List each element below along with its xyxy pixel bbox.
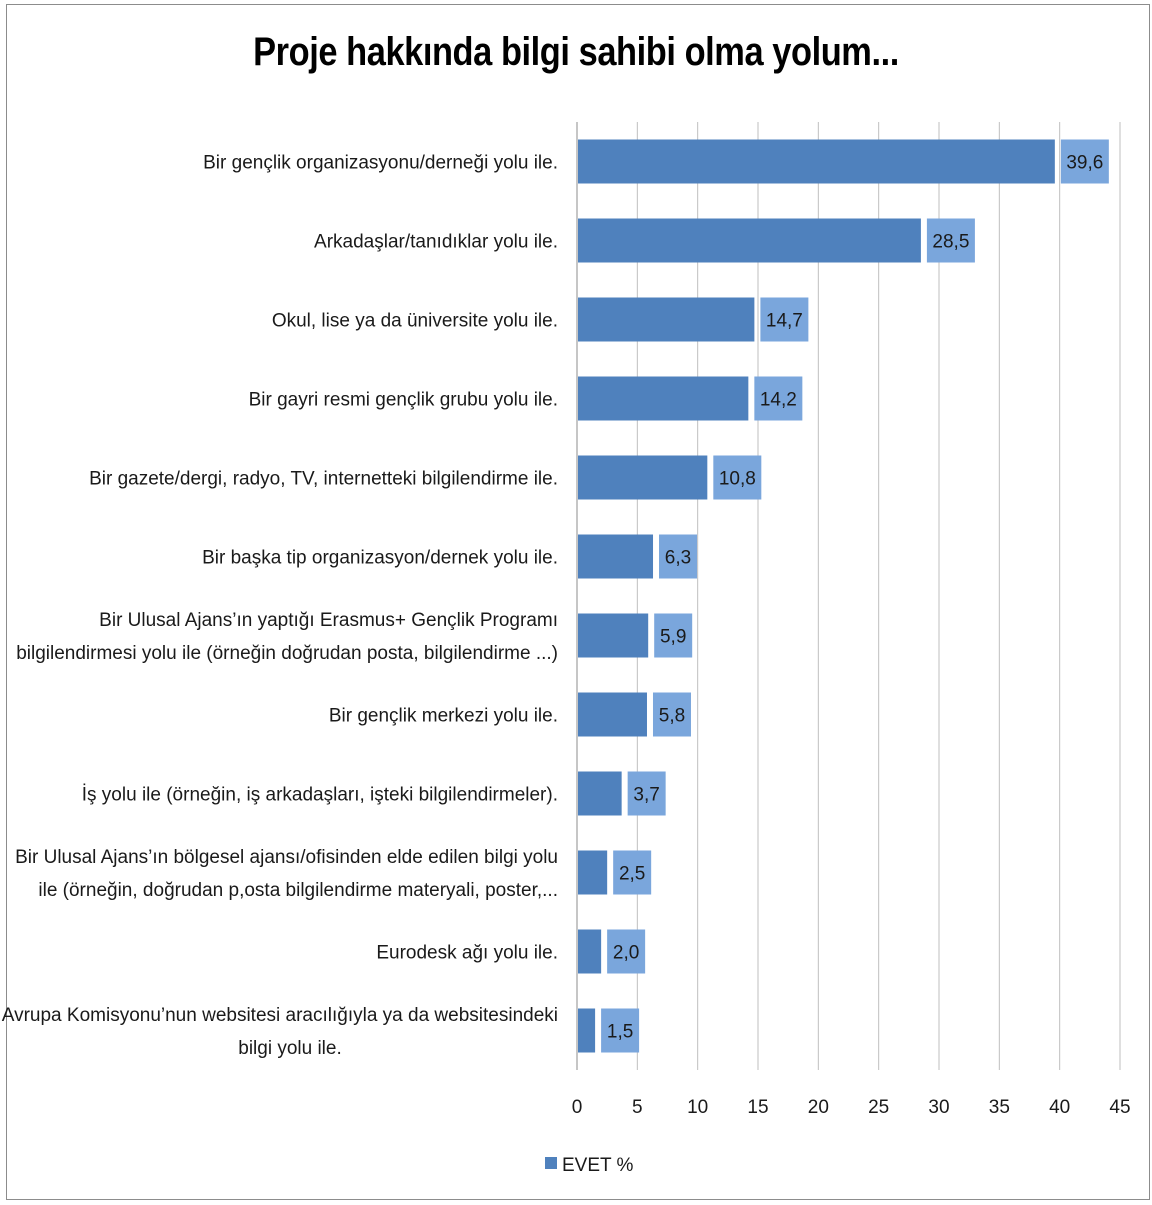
bars: 39,6 28,5 14,7 14,2 10,8 6,3 5,9 5,8 3,7 2,5 2,0 1,… [578,139,1109,1053]
data-label-box [754,376,803,421]
category-label: Bir gazete/dergi, radyo, TV, internettek… [89,469,558,490]
bar [578,455,708,500]
x-tick-label: 25 [868,1097,889,1118]
data-label-box [607,929,646,974]
data-label-box [627,771,666,816]
legend: EVET % [545,1155,634,1176]
bar [578,139,1055,184]
data-label-box [713,455,762,500]
bar [578,692,647,737]
x-tick-label: 35 [989,1097,1010,1118]
category-labels: Bir gençlik organizasyonu/derneği yolu i… [2,153,558,1060]
gridlines [576,122,1121,1070]
category-label: Bir başka tip organizasyon/dernek yolu i… [202,548,558,569]
category-label: Bir Ulusal Ajans’ın yaptığı Erasmus+ Gen… [99,610,558,631]
data-label: 3,7 [633,785,659,806]
data-label-box [613,850,652,895]
data-label: 1,5 [607,1022,633,1043]
data-label: 2,0 [613,943,639,964]
x-tick-label: 30 [928,1097,949,1118]
data-label: 5,8 [659,706,685,727]
x-tick-label: 15 [747,1097,768,1118]
x-tick-label: 0 [572,1097,583,1118]
data-label: 10,8 [719,469,756,490]
data-label: 6,3 [665,548,691,569]
data-label-box [760,297,809,342]
bar [578,613,649,658]
data-label: 5,9 [660,627,686,648]
data-label: 39,6 [1066,153,1103,174]
bar [578,929,602,974]
chart-frame [6,4,1150,1200]
bar [578,850,608,895]
category-label: Bir Ulusal Ajans’ın bölgesel ajansı/ofis… [15,847,558,868]
category-label: Okul, lise ya da üniversite yolu ile. [272,311,558,332]
data-label-box [601,1008,640,1053]
data-label-box [652,692,691,737]
bar [578,297,755,342]
data-label: 14,2 [760,390,797,411]
bar [578,376,749,421]
bar [578,534,654,579]
category-label: Bir gayri resmi gençlik grubu yolu ile. [249,390,558,411]
category-label: bilgi yolu ile. [238,1038,342,1059]
bar [578,771,622,816]
category-label: Bir gençlik organizasyonu/derneği yolu i… [203,153,558,174]
x-tick-label: 40 [1049,1097,1070,1118]
category-label: ile (örneğin, doğrudan p,osta bilgilendi… [38,880,558,901]
legend-label: EVET % [562,1155,634,1176]
bar [578,218,921,263]
category-label: Arkadaşlar/tanıdıklar yolu ile. [314,232,558,253]
x-tick-labels: 0 5 10 15 20 25 30 35 40 45 [572,1097,1131,1118]
legend-swatch [545,1157,557,1169]
category-label: Avrupa Komisyonu’nun websitesi aracılığı… [2,1005,558,1026]
x-tick-label: 20 [808,1097,829,1118]
data-label: 2,5 [619,864,645,885]
category-label: Eurodesk ağı yolu ile. [376,943,558,964]
data-label-box [659,534,698,579]
bar [578,1008,596,1053]
category-label: bilgilendirmesi yolu ile (örneğin doğrud… [16,643,558,664]
chart-title: Proje hakkında bilgi sahibi olma yolum..… [253,30,899,74]
data-label-box [1060,139,1109,184]
category-label: İş yolu ile (örneğin, iş arkadaşları, iş… [82,785,558,806]
data-label: 28,5 [932,232,969,253]
x-tick-label: 5 [632,1097,643,1118]
x-tick-label: 10 [687,1097,708,1118]
category-label: Bir gençlik merkezi yolu ile. [329,706,558,727]
data-label-box [926,218,975,263]
data-label: 14,7 [766,311,803,332]
x-tick-label: 45 [1109,1097,1130,1118]
data-label-box [654,613,693,658]
